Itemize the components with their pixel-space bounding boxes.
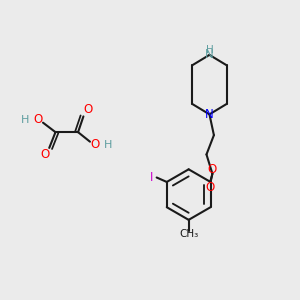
- Text: N: N: [205, 48, 214, 62]
- Text: O: O: [206, 181, 215, 194]
- Text: N: N: [205, 108, 214, 121]
- Text: O: O: [207, 163, 217, 176]
- Text: O: O: [33, 113, 42, 126]
- Text: O: O: [83, 103, 92, 116]
- Text: H: H: [21, 115, 29, 125]
- Text: H: H: [206, 44, 213, 55]
- Text: O: O: [91, 138, 100, 151]
- Text: H: H: [103, 140, 112, 150]
- Text: I: I: [150, 171, 153, 184]
- Text: CH₃: CH₃: [179, 229, 198, 239]
- Text: O: O: [40, 148, 50, 161]
